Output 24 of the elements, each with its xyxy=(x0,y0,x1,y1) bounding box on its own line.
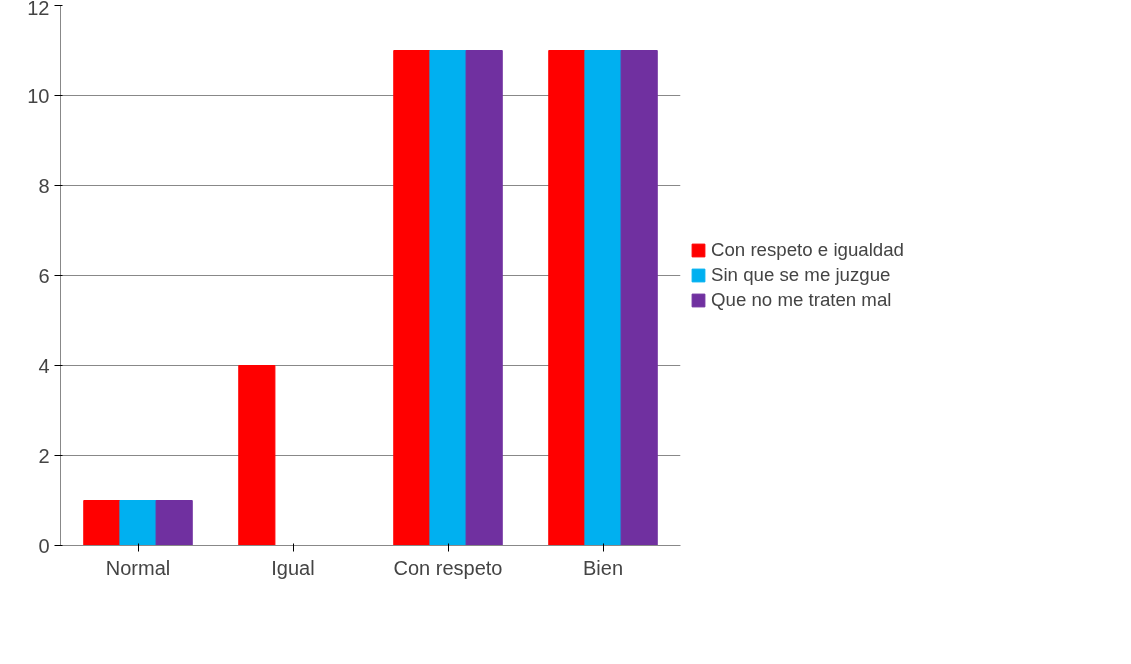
legend-label: Que no me traten mal xyxy=(711,289,892,311)
bar xyxy=(620,50,658,546)
bar xyxy=(465,50,503,546)
y-tick-label: 6 xyxy=(38,264,50,287)
x-tick-label: Normal xyxy=(105,556,171,579)
bar xyxy=(429,50,467,546)
y-tick-label: 10 xyxy=(27,84,50,107)
legend-label: Con respeto e igualdad xyxy=(711,239,904,261)
bar xyxy=(83,500,121,546)
y-tick-label: 12 xyxy=(27,0,50,19)
x-tick-label: Igual xyxy=(271,556,315,579)
y-tick-label: 0 xyxy=(38,534,50,557)
bar xyxy=(119,500,157,546)
x-tick-label: Bien xyxy=(582,556,624,579)
x-tick-label: Con respeto xyxy=(393,556,503,579)
bar xyxy=(155,500,193,546)
y-tick-label: 2 xyxy=(38,444,50,467)
bar xyxy=(393,50,431,546)
bar xyxy=(548,50,586,546)
bar xyxy=(584,50,622,546)
y-tick-label: 4 xyxy=(38,354,50,377)
y-tick-label: 8 xyxy=(38,174,50,197)
legend-label: Sin que se me juzgue xyxy=(711,264,891,286)
bar xyxy=(238,365,276,546)
